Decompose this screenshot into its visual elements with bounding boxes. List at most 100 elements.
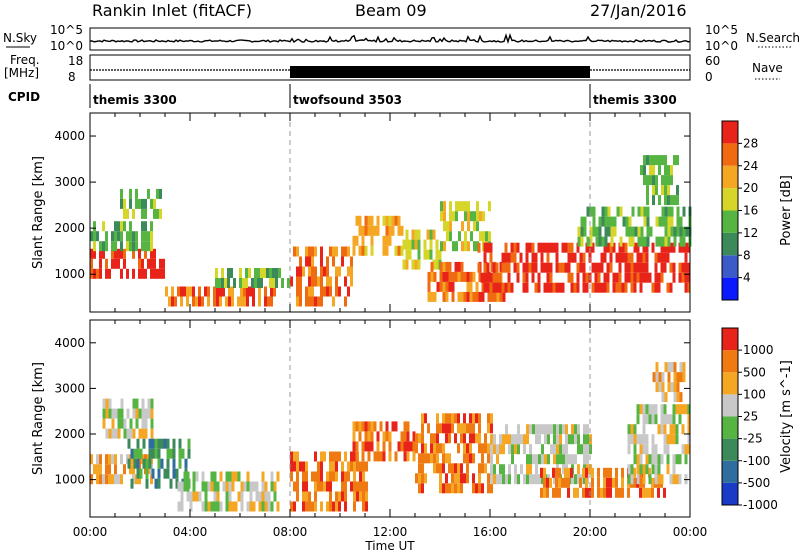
data-cell xyxy=(621,477,624,488)
data-cell xyxy=(640,165,643,176)
data-cell xyxy=(370,441,374,452)
data-cell xyxy=(180,286,183,297)
data-cell xyxy=(261,481,265,492)
data-cell xyxy=(132,464,135,475)
data-cell xyxy=(361,441,365,452)
data-cell xyxy=(442,463,445,474)
data-cell xyxy=(621,487,624,498)
data-cell xyxy=(675,474,679,485)
data-cell xyxy=(344,246,347,257)
data-cell xyxy=(606,262,610,273)
data-cell xyxy=(469,271,473,282)
data-cell xyxy=(555,467,558,478)
data-cell xyxy=(172,438,176,449)
data-cell xyxy=(157,468,161,479)
data-cell xyxy=(246,481,250,492)
data-cell xyxy=(314,296,317,307)
data-cell xyxy=(655,236,659,247)
data-cell xyxy=(329,481,332,492)
data-cell xyxy=(601,216,605,227)
data-cell xyxy=(335,246,338,257)
data-cell xyxy=(562,464,565,475)
data-cell xyxy=(329,286,332,297)
data-cell xyxy=(651,404,655,415)
data-cell xyxy=(353,461,356,472)
data-cell xyxy=(111,418,115,429)
data-cell xyxy=(636,404,640,415)
data-cell xyxy=(520,464,523,475)
data-cell xyxy=(270,286,273,297)
data-cell xyxy=(276,501,280,512)
data-cell xyxy=(633,262,637,273)
data-cell xyxy=(489,282,493,293)
data-cell xyxy=(591,467,594,478)
data-cell xyxy=(370,215,374,226)
data-cell xyxy=(609,487,612,498)
data-cell xyxy=(157,458,161,469)
data-cell xyxy=(625,226,629,237)
data-cell xyxy=(477,262,481,273)
data-cell xyxy=(486,282,490,293)
data-cell xyxy=(350,276,353,287)
data-cell xyxy=(376,451,380,462)
data-cell xyxy=(669,434,673,445)
data-cell xyxy=(583,424,586,435)
data-cell xyxy=(643,175,646,186)
data-cell xyxy=(442,453,445,464)
data-cell xyxy=(367,451,371,462)
data-cell xyxy=(484,443,487,454)
data-cell xyxy=(543,477,546,488)
data-cell xyxy=(405,249,409,260)
data-cell xyxy=(470,211,473,222)
data-cell xyxy=(129,464,132,475)
data-cell xyxy=(175,478,179,489)
data-cell xyxy=(558,282,562,293)
data-cell xyxy=(502,434,505,445)
data-cell xyxy=(676,206,680,217)
data-cell xyxy=(159,268,162,279)
data-cell xyxy=(505,474,508,485)
data-cell xyxy=(636,262,640,273)
data-cell xyxy=(663,487,666,498)
data-cell xyxy=(141,258,144,269)
data-cell xyxy=(305,461,308,472)
data-cell xyxy=(457,463,460,474)
data-cell xyxy=(184,458,188,469)
data-cell xyxy=(486,242,490,253)
data-cell xyxy=(577,444,580,455)
data-cell xyxy=(141,221,144,232)
data-cell xyxy=(594,262,598,273)
data-cell xyxy=(427,281,431,292)
data-cell xyxy=(135,474,138,485)
data-cell xyxy=(136,458,140,469)
data-cell xyxy=(531,252,535,263)
data-cell xyxy=(272,278,275,288)
data-cell xyxy=(257,278,260,288)
data-cell xyxy=(657,454,661,465)
data-cell xyxy=(526,454,529,465)
data-cell xyxy=(216,296,219,307)
data-cell xyxy=(228,471,232,482)
data-cell xyxy=(636,272,640,283)
data-cell xyxy=(660,414,664,425)
data-cell xyxy=(180,481,184,492)
data-cell xyxy=(160,438,164,449)
data-cell xyxy=(99,241,102,252)
data-cell xyxy=(166,458,170,469)
data-cell xyxy=(201,296,204,307)
data-cell xyxy=(642,444,646,455)
data-cell xyxy=(673,362,677,373)
data-cell xyxy=(657,282,661,293)
data-cell xyxy=(639,282,643,293)
data-cell xyxy=(96,231,99,242)
data-cell xyxy=(364,421,368,432)
data-cell xyxy=(429,249,433,260)
data-cell xyxy=(430,291,434,302)
data-cell xyxy=(93,221,96,232)
data-cell xyxy=(463,413,466,424)
data-cell xyxy=(451,291,455,302)
data-cell xyxy=(654,414,658,425)
data-cell xyxy=(461,241,464,252)
data-cell xyxy=(661,155,664,166)
data-cell xyxy=(627,272,631,283)
